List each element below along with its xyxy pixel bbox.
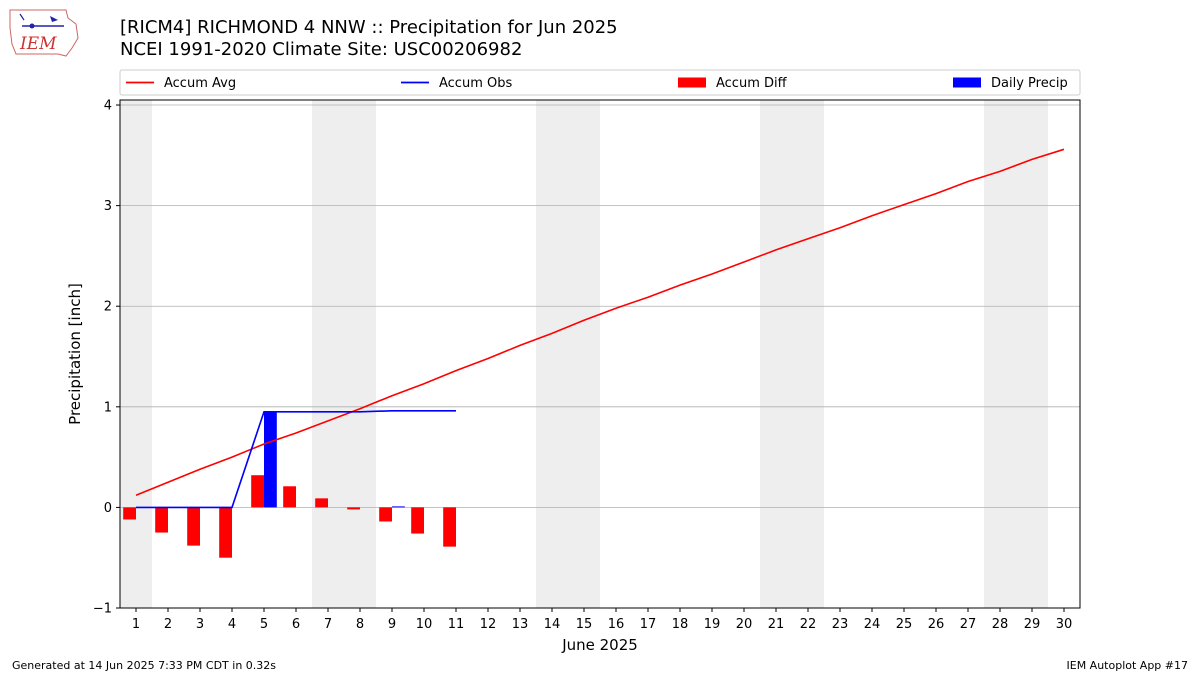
x-tick-label: 12: [480, 617, 497, 632]
weekend-band: [120, 100, 152, 608]
accum-diff-bar: [123, 507, 136, 520]
x-tick-label: 24: [864, 617, 881, 632]
accum-obs-line: [136, 409, 456, 509]
weekend-band: [760, 100, 824, 608]
weekend-band: [312, 100, 376, 608]
y-tick-label: 2: [104, 300, 112, 315]
x-tick-label: 23: [832, 617, 849, 632]
x-axis-label: June 2025: [561, 636, 638, 654]
legend-label: Accum Diff: [716, 76, 788, 91]
x-tick-label: 7: [324, 617, 332, 632]
accum-diff-bar: [187, 507, 200, 546]
x-tick-label: 21: [768, 617, 785, 632]
chart-subtitle: NCEI 1991-2020 Climate Site: USC00206982: [120, 39, 523, 60]
x-tick-label: 20: [736, 617, 753, 632]
x-tick-label: 1: [132, 617, 140, 632]
y-tick-label: 3: [104, 199, 112, 214]
x-tick-label: 29: [1024, 617, 1041, 632]
x-tick-label: 8: [356, 617, 364, 632]
accum-diff-bar: [155, 507, 168, 533]
chart-title: [RICM4] RICHMOND 4 NNW :: Precipitation …: [120, 17, 618, 38]
x-tick-label: 13: [512, 617, 529, 632]
accum-diff-bar: [219, 507, 232, 558]
weekend-band: [536, 100, 600, 608]
y-tick-label: −1: [93, 602, 112, 617]
x-tick-label: 27: [960, 617, 977, 632]
legend: Accum Avg Accum Obs Accum Diff Daily Precip: [119, 69, 1081, 96]
x-tick-label: 14: [544, 617, 561, 632]
x-tick-label: 10: [416, 617, 433, 632]
y-tick-label: 0: [104, 501, 112, 516]
x-tick-label: 3: [196, 617, 204, 632]
y-axis-label: Precipitation [inch]: [66, 283, 84, 425]
x-tick-label: 9: [388, 617, 396, 632]
accum-avg-line: [135, 148, 1065, 497]
app-label: IEM Autoplot App #17: [1066, 659, 1189, 672]
generated-timestamp: Generated at 14 Jun 2025 7:33 PM CDT in …: [12, 659, 277, 672]
x-tick-label: 15: [576, 617, 593, 632]
legend-frame: [119, 69, 1081, 96]
y-tick-label: 4: [104, 99, 112, 114]
legend-label: Accum Avg: [164, 76, 236, 91]
weekend-band: [984, 100, 1048, 608]
x-tick-label: 22: [800, 617, 817, 632]
x-tick-label: 16: [608, 617, 625, 632]
x-tick-label: 6: [292, 617, 300, 632]
x-tick-label: 17: [640, 617, 657, 632]
daily-precip-bar: [392, 506, 405, 508]
x-tick-label: 25: [896, 617, 913, 632]
legend-swatch-bar: [678, 77, 706, 88]
accum-diff-bar: [347, 507, 360, 510]
plot-frame: [119, 99, 1081, 609]
accum-diff-bar: [379, 507, 392, 522]
x-tick-label: 2: [164, 617, 172, 632]
x-tick-label: 30: [1056, 617, 1073, 632]
x-tick-label: 18: [672, 617, 689, 632]
svg-text:IEM: IEM: [19, 34, 57, 54]
legend-label: Daily Precip: [991, 76, 1068, 91]
x-tick-label: 4: [228, 617, 236, 632]
accum-diff-bar: [315, 498, 328, 508]
y-tick-label: 1: [104, 400, 112, 415]
x-tick-label: 11: [448, 617, 465, 632]
legend-label: Accum Obs: [439, 76, 512, 91]
legend-swatch-bar: [953, 77, 981, 88]
x-tick-label: 26: [928, 617, 945, 632]
accum-diff-bar: [251, 475, 264, 508]
x-tick-label: 28: [992, 617, 1009, 632]
x-tick-label: 5: [260, 617, 268, 632]
accum-diff-bar: [283, 486, 296, 508]
x-tick-label: 19: [704, 617, 721, 632]
daily-precip-bar: [264, 411, 277, 508]
iem-logo: IEM: [9, 9, 79, 57]
accum-diff-bar: [411, 507, 424, 534]
accum-diff-bar: [443, 507, 456, 547]
